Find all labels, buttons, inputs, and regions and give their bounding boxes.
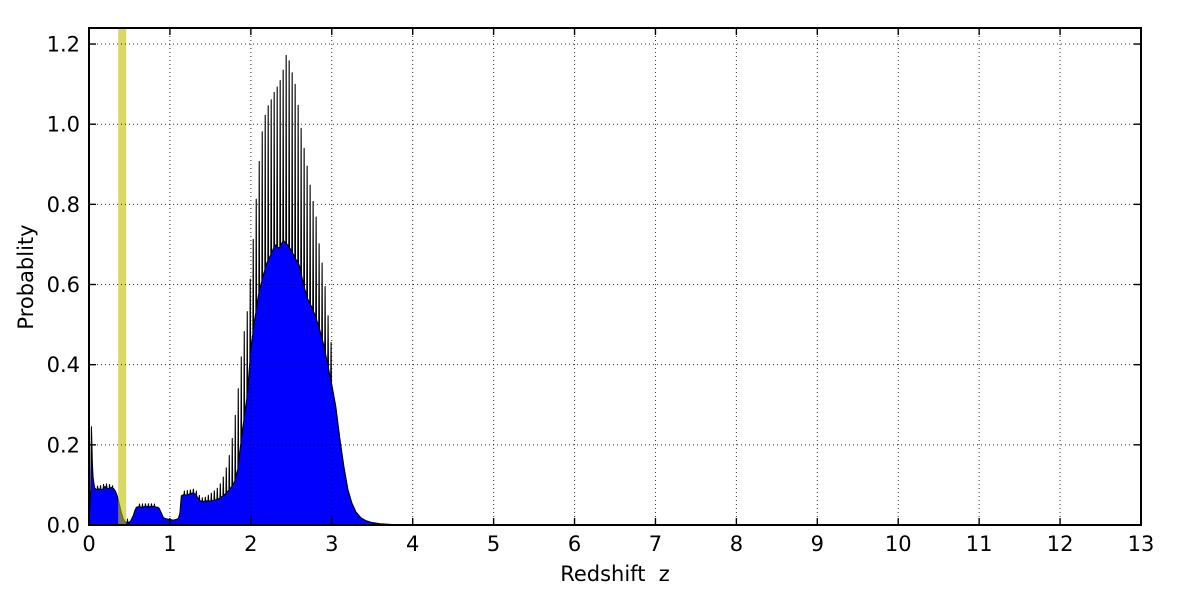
x-tick-label: 6 [568, 532, 581, 556]
y-tick-label: 1.0 [47, 113, 80, 137]
y-tick-label: 0.0 [47, 514, 80, 538]
y-tick-label: 0.6 [47, 273, 80, 297]
y-tick-label: 0.4 [47, 353, 80, 377]
x-tick-label: 8 [730, 532, 743, 556]
pdf-area [88, 54, 1142, 526]
y-tick-label: 0.2 [47, 433, 80, 457]
x-tick-label: 1 [163, 532, 176, 556]
x-tick-label: 0 [82, 532, 95, 556]
y-tick-label: 0.8 [47, 193, 80, 217]
x-tick-label: 12 [1047, 532, 1074, 556]
x-axis-label: Redshift z [560, 562, 670, 586]
y-tick-label: 1.2 [47, 33, 80, 57]
plot-frame [88, 27, 1142, 526]
x-tick-label: 5 [487, 532, 500, 556]
vertical-band [118, 28, 127, 525]
x-tick-label: 7 [649, 532, 662, 556]
x-tick-label: 11 [966, 532, 993, 556]
x-tick-label: 10 [885, 532, 912, 556]
x-tick-label: 13 [1128, 532, 1155, 556]
x-tick-label: 4 [406, 532, 419, 556]
x-tick-label: 3 [325, 532, 338, 556]
x-tick-label: 2 [244, 532, 257, 556]
y-axis-label: Probablity [14, 224, 38, 330]
x-tick-label: 9 [811, 532, 824, 556]
